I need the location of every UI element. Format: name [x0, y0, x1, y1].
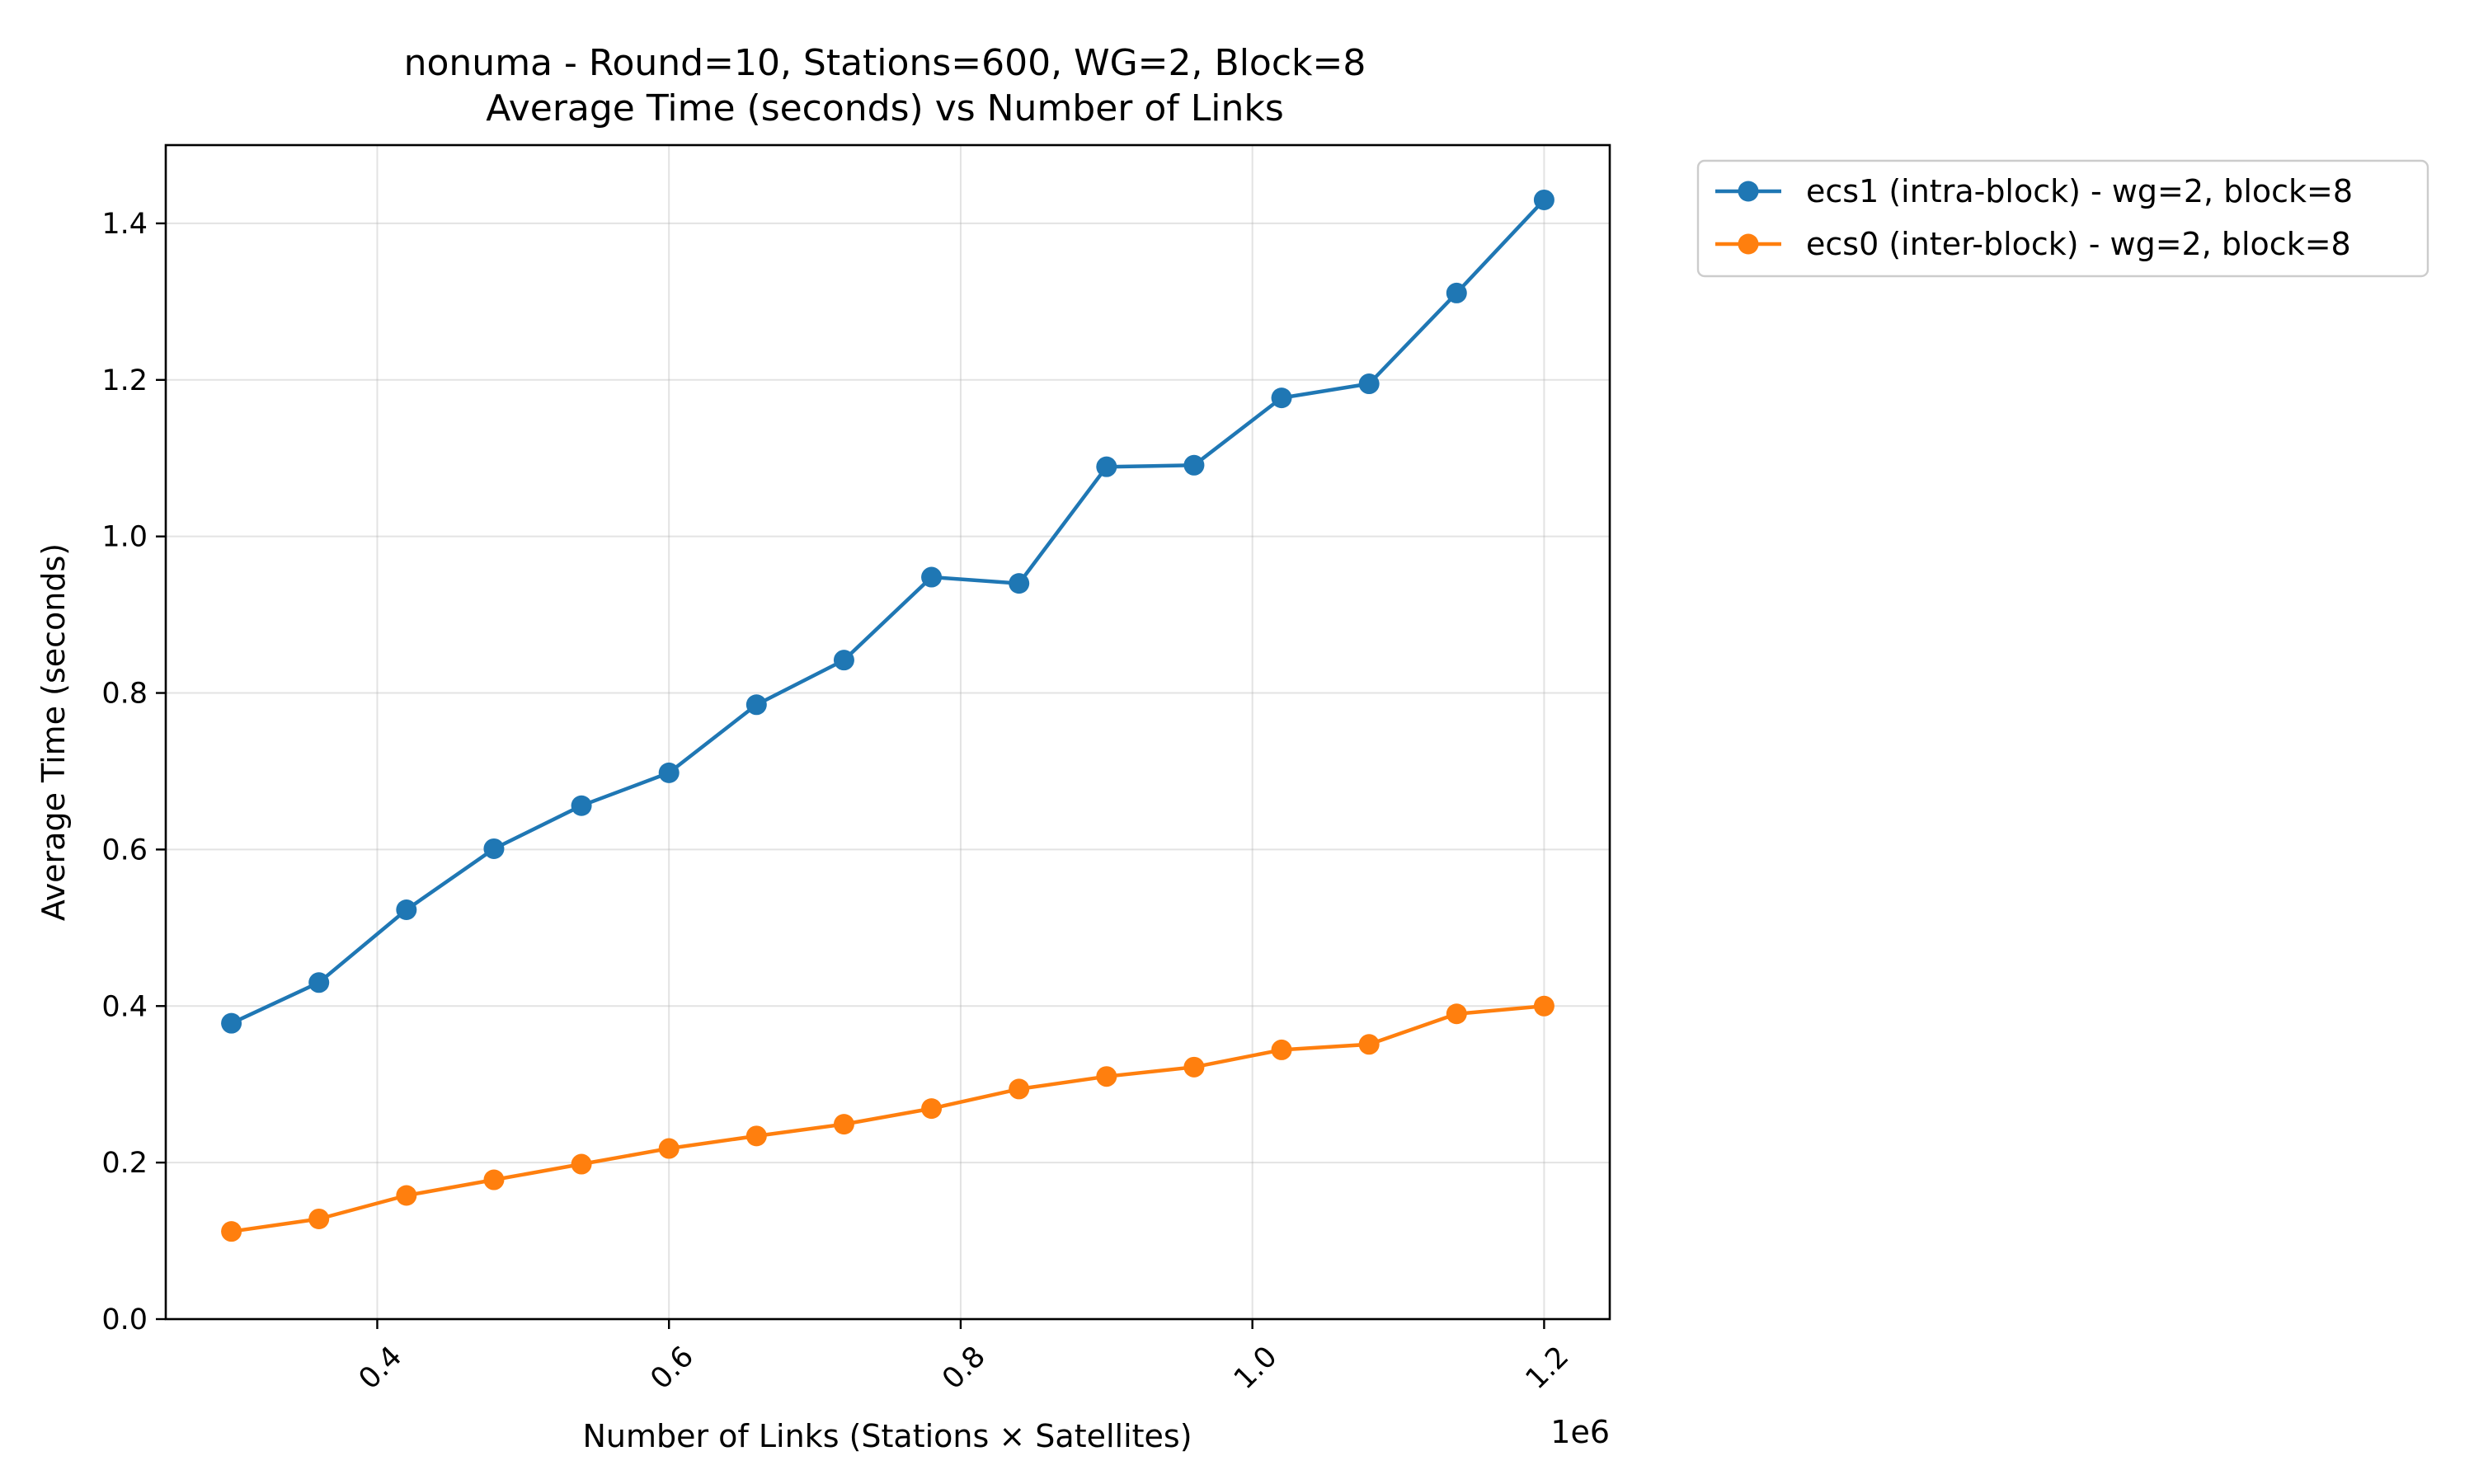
data-point [658, 1138, 680, 1159]
y-tick-label: 0.4 [101, 990, 148, 1023]
y-tick-label: 1.2 [101, 364, 148, 397]
data-point [1096, 1066, 1117, 1087]
data-point [1183, 1056, 1205, 1078]
data-point [745, 1125, 767, 1147]
data-point [396, 899, 417, 920]
y-tick-label: 0.8 [101, 678, 148, 711]
data-point [1271, 387, 1292, 409]
legend: ecs1 (intra-block) - wg=2, block=8 ecs0 (… [1696, 159, 2429, 278]
data-point [483, 838, 505, 859]
data-point [483, 1169, 505, 1190]
data-point [1183, 454, 1205, 476]
data-point [1446, 282, 1467, 303]
y-tick-label: 1.4 [101, 208, 148, 241]
data-point [658, 762, 680, 783]
data-point [1009, 573, 1030, 594]
x-axis-label: Number of Links (Stations × Satellites) [582, 1418, 1192, 1454]
data-point [921, 566, 943, 588]
data-point [1358, 1034, 1380, 1055]
y-axis-ticks: 0.0 0.2 0.4 0.6 0.8 1.0 1.2 1.4 [101, 208, 166, 1336]
data-point [571, 1153, 592, 1175]
series-layer [221, 189, 1554, 1242]
legend-box [1696, 159, 2429, 278]
x-axis-offset-label: 1e6 [1550, 1414, 1610, 1450]
data-point [308, 1208, 330, 1229]
series-line [230, 198, 1546, 1026]
data-point [571, 795, 592, 816]
data-point [833, 1114, 854, 1135]
series-0 [221, 189, 1554, 1034]
chart-subtitle: Average Time (seconds) vs Number of Link… [486, 87, 1284, 129]
data-point [1096, 456, 1117, 477]
x-tick-label: 0.4 [353, 1341, 409, 1397]
grid [166, 145, 1610, 1320]
x-tick-label: 1.0 [1228, 1341, 1284, 1397]
data-point [1533, 189, 1554, 210]
data-point [221, 1221, 242, 1242]
y-tick-label: 0.2 [101, 1147, 148, 1180]
legend-label: ecs1 (intra-block) - wg=2, block=8 [1806, 173, 2353, 209]
x-tick-label: 0.6 [644, 1341, 700, 1397]
data-point [1533, 995, 1554, 1017]
data-point [1446, 1003, 1467, 1025]
data-point [921, 1098, 943, 1120]
data-point [1358, 373, 1380, 395]
x-axis-ticks: 0.4 0.6 0.8 1.0 1.2 [353, 1319, 1576, 1397]
legend-marker [1738, 233, 1759, 255]
data-point [1009, 1078, 1030, 1100]
data-point [396, 1185, 417, 1206]
data-point [308, 972, 330, 993]
y-tick-label: 0.6 [101, 834, 148, 866]
data-point [221, 1012, 242, 1034]
x-tick-label: 1.2 [1520, 1341, 1576, 1397]
legend-label: ecs0 (inter-block) - wg=2, block=8 [1806, 226, 2351, 262]
data-point [745, 694, 767, 716]
x-tick-label: 0.8 [936, 1341, 992, 1397]
chart-title: nonuma - Round=10, Stations=600, WG=2, B… [404, 42, 1366, 84]
series-1 [221, 995, 1554, 1242]
data-point [833, 650, 854, 671]
y-axis-label: Average Time (seconds) [35, 543, 72, 921]
y-tick-label: 0.0 [101, 1303, 148, 1336]
plot-frame [164, 143, 1611, 1321]
legend-marker [1738, 181, 1759, 202]
series-line [231, 1004, 1545, 1233]
data-point [1271, 1039, 1292, 1060]
y-tick-label: 1.0 [101, 521, 148, 554]
